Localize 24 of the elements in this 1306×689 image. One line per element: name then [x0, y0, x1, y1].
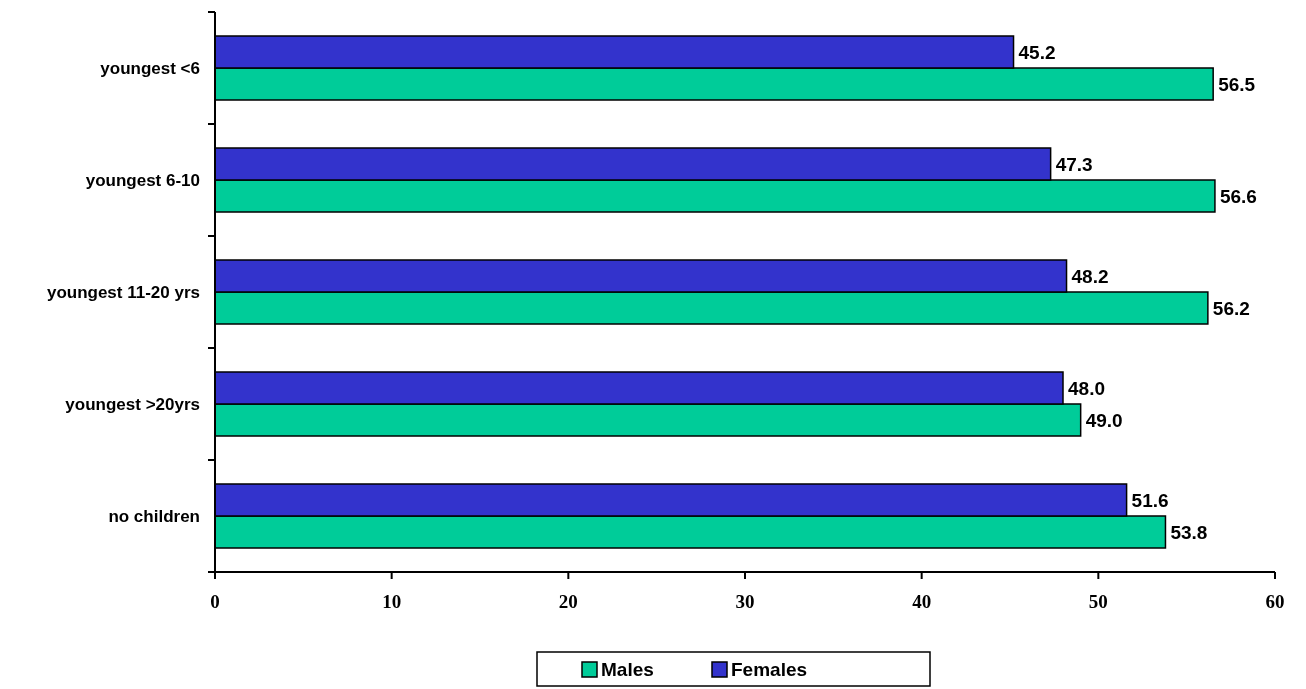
y-tick-label: youngest 6-10	[85, 171, 200, 190]
legend-label: Females	[731, 659, 808, 680]
data-label: 56.5	[1218, 74, 1256, 95]
data-label: 51.6	[1131, 490, 1169, 511]
x-tick-label: 10	[382, 591, 402, 612]
x-tick-label: 30	[735, 591, 755, 612]
x-tick-label: 0	[210, 591, 220, 612]
x-tick-label: 50	[1088, 591, 1108, 612]
y-tick-label: youngest <6	[100, 59, 200, 78]
data-label: 47.3	[1055, 154, 1093, 175]
legend-label: Males	[601, 659, 654, 680]
x-tick-label: 20	[558, 591, 578, 612]
data-label: 56.2	[1212, 298, 1250, 319]
data-label: 48.2	[1071, 266, 1109, 287]
data-label: 48.0	[1068, 378, 1105, 399]
data-label: 53.8	[1170, 522, 1208, 543]
x-tick-label: 40	[912, 591, 932, 612]
data-label: 56.6	[1219, 186, 1257, 207]
x-tick-label: 60	[1265, 591, 1285, 612]
y-tick-label: youngest 11-20 yrs	[46, 283, 200, 302]
data-label: 45.2	[1018, 42, 1056, 63]
y-tick-label: youngest >20yrs	[65, 395, 200, 414]
y-tick-label: no children	[108, 507, 200, 526]
data-label: 49.0	[1085, 410, 1123, 431]
